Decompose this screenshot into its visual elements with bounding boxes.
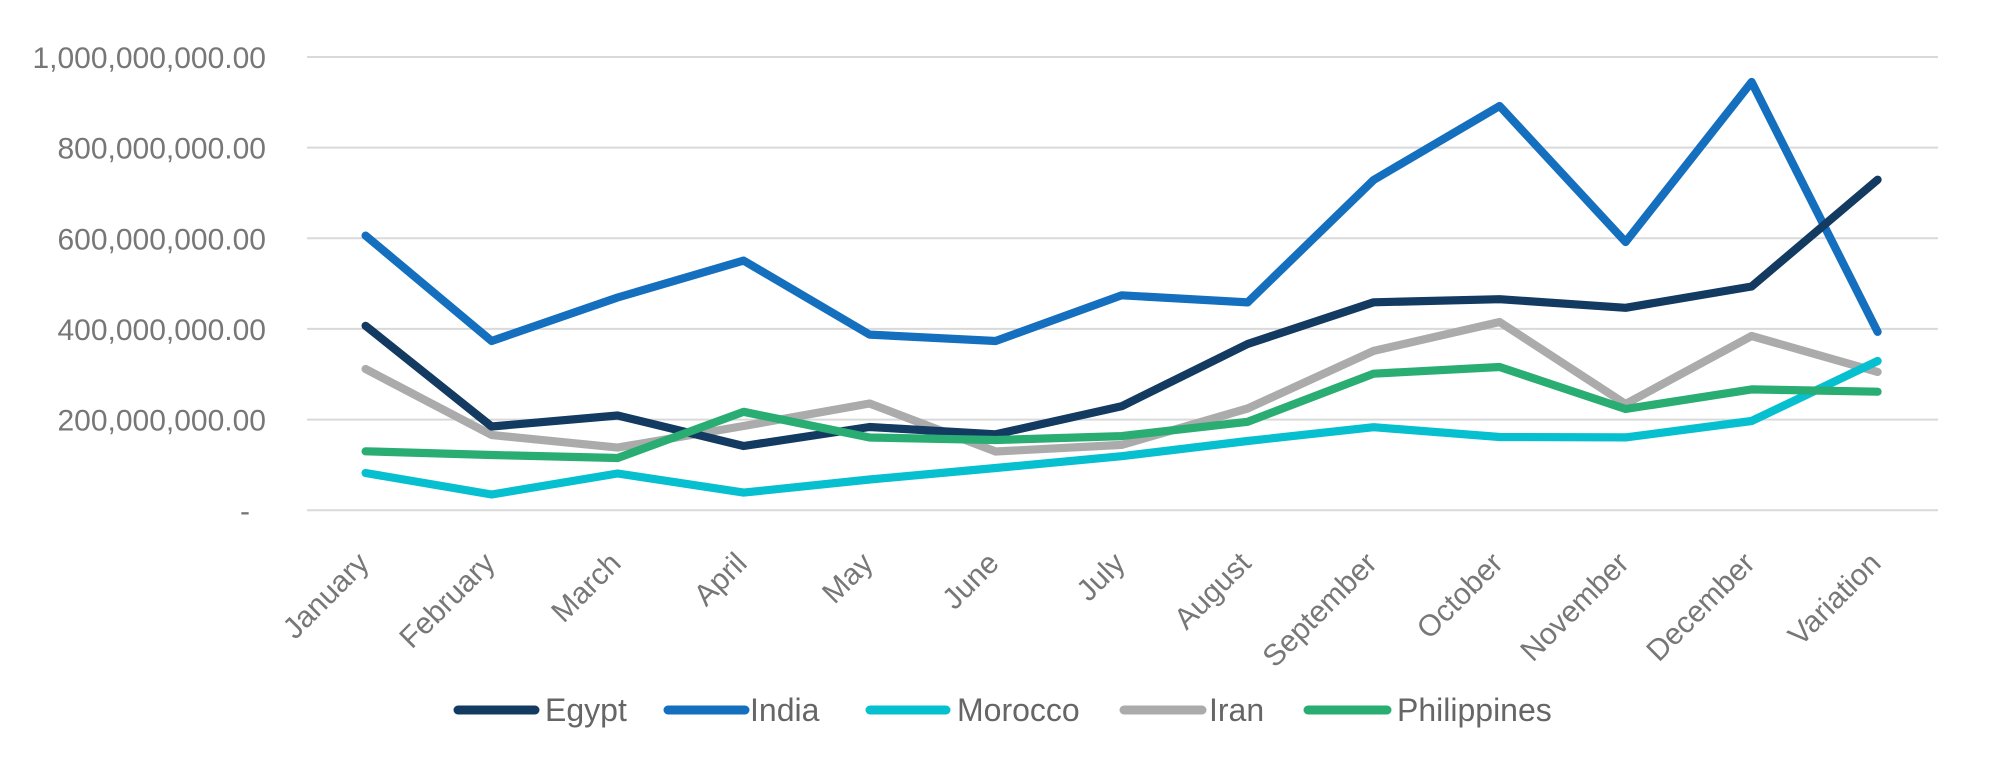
svg-text:800,000,000.00: 800,000,000.00 bbox=[57, 133, 266, 166]
svg-text:Morocco: Morocco bbox=[957, 692, 1080, 728]
svg-text:Egypt: Egypt bbox=[545, 692, 627, 728]
svg-text:200,000,000.00: 200,000,000.00 bbox=[57, 405, 266, 438]
svg-text:India: India bbox=[750, 692, 820, 728]
svg-text:400,000,000.00: 400,000,000.00 bbox=[57, 314, 266, 347]
svg-text:Philippines: Philippines bbox=[1397, 692, 1552, 728]
svg-text:-: - bbox=[240, 495, 250, 528]
svg-text:Iran: Iran bbox=[1209, 692, 1264, 728]
svg-text:600,000,000.00: 600,000,000.00 bbox=[57, 223, 266, 256]
svg-text:1,000,000,000.00: 1,000,000,000.00 bbox=[32, 42, 266, 75]
